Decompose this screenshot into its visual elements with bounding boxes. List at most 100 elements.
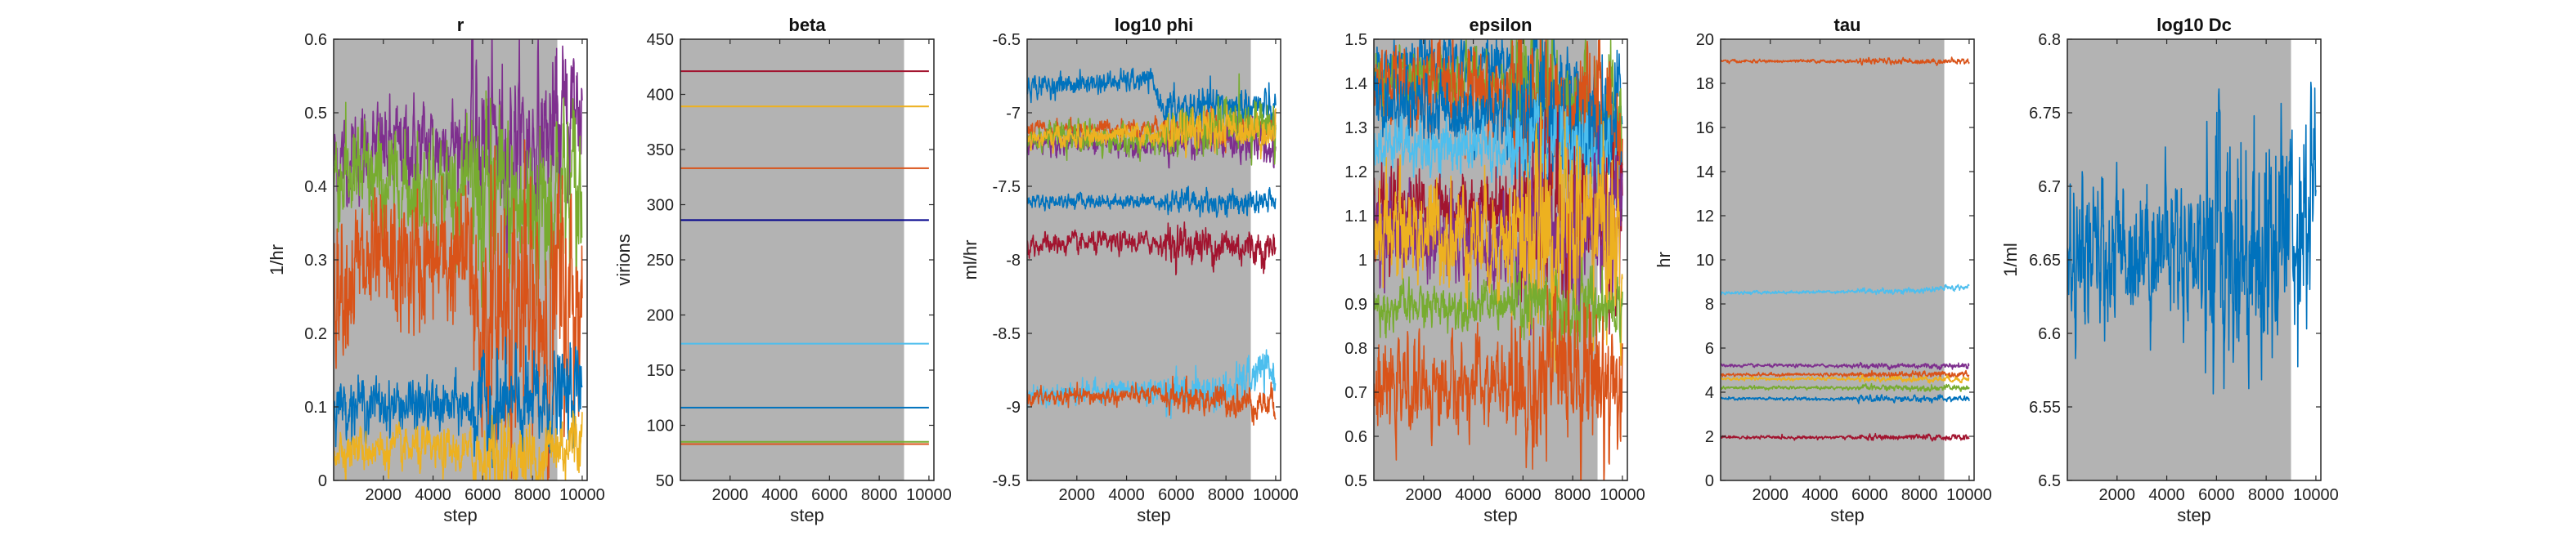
series-line <box>1027 375 1277 427</box>
series-line <box>1721 432 1970 442</box>
x-tick-label: 4000 <box>1455 486 1492 504</box>
y-axis-label: virions <box>613 234 634 286</box>
x-tick-label: 6000 <box>2198 486 2235 504</box>
series-line <box>1027 221 1277 276</box>
x-tick-label: 10000 <box>1946 486 1992 504</box>
y-tick-label: -7.5 <box>993 178 1021 196</box>
traces <box>334 39 583 480</box>
y-tick-label: 6.75 <box>2029 105 2061 123</box>
x-tick-label: 10000 <box>1253 486 1299 504</box>
y-tick-label: 10 <box>1696 252 1714 270</box>
series-line <box>1721 56 1970 66</box>
x-tick-label: 10000 <box>1600 486 1645 504</box>
y-tick-label: 12 <box>1696 208 1714 226</box>
x-tick-label: 8000 <box>1208 486 1245 504</box>
series-line <box>1721 284 1970 296</box>
y-tick-label: 0.6 <box>1344 428 1367 446</box>
x-tick-label: 6000 <box>811 486 848 504</box>
series-line <box>1374 257 1623 358</box>
series-line <box>1374 102 1623 373</box>
x-tick-label: 2000 <box>712 486 749 504</box>
traces <box>2067 81 2317 395</box>
y-tick-label: 200 <box>647 307 674 325</box>
x-tick-label: 6000 <box>1851 486 1888 504</box>
y-tick-label: 6.8 <box>2038 31 2061 49</box>
series-line <box>334 139 583 480</box>
x-tick-label: 4000 <box>1108 486 1145 504</box>
y-tick-label: 6.55 <box>2029 399 2061 417</box>
x-tick-label: 8000 <box>1555 486 1591 504</box>
series-line <box>1027 185 1277 218</box>
y-tick-label: 0.5 <box>304 105 327 123</box>
y-tick-label: 400 <box>647 87 674 105</box>
y-tick-label: 1.2 <box>1344 163 1367 181</box>
x-tick-label: 8000 <box>1901 486 1938 504</box>
x-tick-label: 6000 <box>1158 486 1195 504</box>
panel-title: r <box>457 15 464 35</box>
series-line <box>334 410 583 480</box>
y-tick-label: 250 <box>647 252 674 270</box>
y-tick-label: -7 <box>1006 105 1021 123</box>
y-tick-label: 4 <box>1705 384 1714 402</box>
y-tick-label: 0.4 <box>304 178 327 196</box>
panel-title: beta <box>788 15 826 35</box>
panel-1: 2000 4000 6000 8000 10000 50 100 150 200 250 300 35… <box>613 15 952 525</box>
y-tick-label: 6.6 <box>2038 325 2061 343</box>
y-tick-label: 6.7 <box>2038 178 2061 196</box>
series-line <box>1027 104 1277 160</box>
x-tick-label: 2000 <box>1059 486 1096 504</box>
y-tick-label: -9 <box>1006 399 1021 417</box>
panel-title: tau <box>1834 15 1861 35</box>
x-tick-label: 2000 <box>366 486 402 504</box>
y-tick-label: 6.5 <box>2038 472 2061 490</box>
traces <box>1374 39 1623 480</box>
y-tick-label: 1.4 <box>1344 75 1367 93</box>
y-tick-label: 0 <box>318 472 327 490</box>
x-tick-label: 10000 <box>906 486 952 504</box>
y-axis-label: 1/hr <box>267 244 287 275</box>
y-tick-label: 1 <box>1358 252 1367 270</box>
x-axis-label: step <box>443 505 478 525</box>
y-axis-label: ml/hr <box>960 240 981 280</box>
y-tick-label: 14 <box>1696 163 1714 181</box>
x-tick-label: 10000 <box>2293 486 2339 504</box>
y-tick-label: 0 <box>1705 472 1714 490</box>
x-tick-label: 8000 <box>861 486 898 504</box>
y-tick-label: 0.8 <box>1344 340 1367 358</box>
x-tick-label: 2000 <box>1752 486 1789 504</box>
series-line <box>1721 374 1970 384</box>
x-axis-label: step <box>1137 505 1171 525</box>
panel-title: log10 phi <box>1115 15 1194 35</box>
y-tick-label: -8.5 <box>993 325 1021 343</box>
panel-3: 2000 4000 6000 8000 10000 0.5 0.6 0.7 0.8 0.9 1 1.1… <box>1344 15 1645 525</box>
x-tick-label: 4000 <box>1802 486 1838 504</box>
y-tick-label: 0.2 <box>304 325 327 343</box>
series-line <box>1721 369 1970 379</box>
y-tick-label: 100 <box>647 418 674 436</box>
traces <box>680 70 930 445</box>
x-tick-label: 8000 <box>514 486 551 504</box>
x-tick-label: 2000 <box>2099 486 2136 504</box>
y-tick-label: 0.6 <box>304 31 327 49</box>
y-tick-label: 150 <box>647 362 674 380</box>
burnin-region <box>680 39 904 480</box>
y-tick-label: 350 <box>647 141 674 159</box>
x-tick-label: 8000 <box>2248 486 2285 504</box>
panel-4: 2000 4000 6000 8000 10000 0 2 4 6 8 10 12 14 16 18 20 ta… <box>1654 15 1992 525</box>
series-line <box>1374 213 1623 480</box>
y-tick-label: 1.1 <box>1344 208 1367 226</box>
series-line <box>1721 361 1970 371</box>
y-tick-label: 6.65 <box>2029 252 2061 270</box>
y-tick-label: -6.5 <box>993 31 1021 49</box>
series-line <box>1721 394 1970 404</box>
x-axis-label: step <box>2177 505 2211 525</box>
y-tick-label: 16 <box>1696 119 1714 137</box>
x-tick-label: 2000 <box>1406 486 1443 504</box>
y-tick-label: -8 <box>1006 252 1021 270</box>
y-tick-label: 1.3 <box>1344 119 1367 137</box>
panel-title: log10 Dc <box>2156 15 2232 35</box>
x-tick-label: 4000 <box>761 486 798 504</box>
x-tick-label: 4000 <box>415 486 451 504</box>
y-tick-label: 50 <box>656 472 674 490</box>
